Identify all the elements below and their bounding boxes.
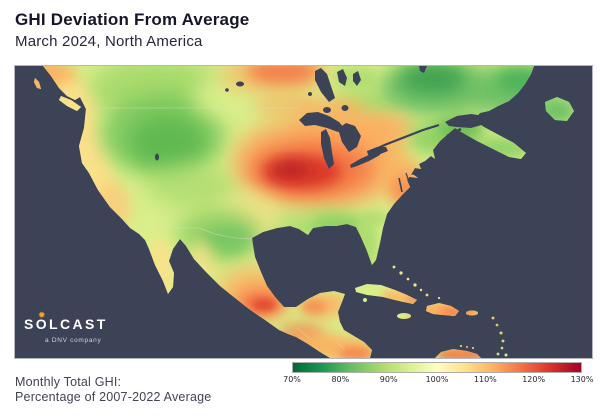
heat-blob xyxy=(302,300,326,314)
great-salt-lake xyxy=(155,153,159,161)
james-bay-notch xyxy=(419,66,427,73)
us-mexico-border xyxy=(139,227,253,240)
lake-manitoba xyxy=(353,71,361,86)
lake-michigan xyxy=(321,129,334,169)
map-svg xyxy=(15,66,592,358)
small-lake xyxy=(236,81,244,87)
lake-superior xyxy=(299,112,345,132)
legend-tick-label: 70% xyxy=(283,375,301,384)
legend-tick-label: 90% xyxy=(379,375,398,384)
st-lawrence-river xyxy=(370,123,440,153)
footnote-line2: Percentage of 2007-2022 Average xyxy=(15,389,212,404)
legend-tick-label: 110% xyxy=(473,375,497,384)
legend-tick-label: 130% xyxy=(570,375,594,384)
central-america-border xyxy=(336,341,346,351)
heat-blob xyxy=(252,299,276,311)
bay-of-fundy xyxy=(446,127,462,138)
chesapeake-bay xyxy=(398,177,403,193)
legend-gradient-bar xyxy=(292,362,582,373)
small-lake xyxy=(225,88,229,92)
sun-icon: ✹ xyxy=(38,311,48,321)
small-lake xyxy=(323,107,331,113)
heat-blob xyxy=(146,164,236,208)
legend-tick-label: 120% xyxy=(522,375,546,384)
footnote-line1: Monthly Total GHI: xyxy=(15,375,122,389)
lake-erie xyxy=(350,151,380,168)
heat-blob xyxy=(339,347,373,358)
solcast-wordmark: SOLCAST ✹ xyxy=(24,311,108,332)
heat-blob xyxy=(399,66,467,93)
header: GHI Deviation From Average March 2024, N… xyxy=(15,10,249,50)
legend-ticks: 70% 80% 90% 100% 110% 120% 130% xyxy=(283,373,593,384)
map-footnote: Monthly Total GHI: Percentage of 2007-20… xyxy=(15,375,211,405)
delaware-bay xyxy=(405,172,410,183)
lake-ontario xyxy=(367,147,388,155)
dnv-company-tagline: a DNV company xyxy=(45,337,102,344)
lake-huron xyxy=(338,123,361,152)
gulf-of-st-lawrence xyxy=(445,106,517,128)
small-lake xyxy=(308,92,312,96)
heat-blob xyxy=(273,162,309,178)
mexico-guatemala-border xyxy=(296,327,310,339)
legend-tick-label: 100% xyxy=(425,375,449,384)
strait-of-belle-isle xyxy=(517,100,533,114)
solcast-logo-text: SOLCAST xyxy=(24,316,108,332)
heat-blob xyxy=(361,210,389,226)
lakes-layer xyxy=(155,66,533,193)
legend-tick-label: 80% xyxy=(331,375,350,384)
page-subtitle: March 2024, North America xyxy=(15,33,203,51)
lake-winnipegosis xyxy=(337,69,347,86)
north-america-map: SOLCAST ✹ a DNV company xyxy=(15,66,592,358)
country-borders xyxy=(90,107,346,351)
heat-blob xyxy=(201,225,253,255)
page-title: GHI Deviation From Average xyxy=(15,10,250,29)
small-lake xyxy=(341,105,349,111)
heat-blob xyxy=(248,66,318,84)
solcast-logo: SOLCAST ✹ a DNV company xyxy=(24,311,108,344)
color-scale-legend: 70% 80% 90% 100% 110% 120% 130% xyxy=(283,362,593,386)
heat-blob xyxy=(129,116,205,168)
lake-winnipeg xyxy=(315,68,335,102)
